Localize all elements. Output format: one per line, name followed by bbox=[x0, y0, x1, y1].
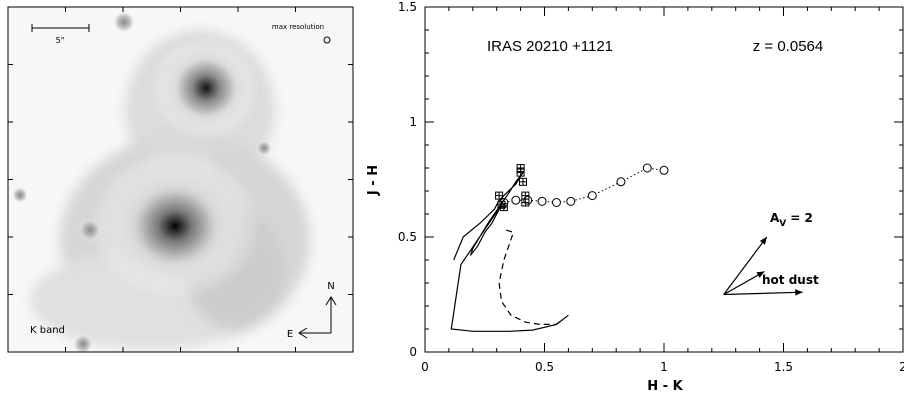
band-label: K band bbox=[30, 325, 65, 336]
model-track-solid bbox=[450, 172, 569, 332]
x-axis-label: H - K bbox=[647, 379, 683, 394]
color-color-chart: 0 0.5 1 1.5 2 0 0.5 1 1.5 IRAS 20210 +1121 z = 0… bbox=[366, 0, 904, 394]
field-source-west bbox=[12, 187, 28, 203]
x-tick-label: 0 bbox=[421, 360, 429, 374]
image-frame-ticks bbox=[7, 6, 354, 353]
tick-labels: 0 0.5 1 1.5 2 0 0.5 1 1.5 bbox=[398, 0, 904, 374]
vector-label-hot-dust: hot dust bbox=[762, 273, 819, 287]
scale-bar: 5" bbox=[31, 24, 90, 45]
southern-nucleus bbox=[127, 182, 223, 270]
field-source-east bbox=[256, 140, 272, 156]
y-tick-label: 1 bbox=[409, 115, 417, 129]
y-tick-label: 0 bbox=[409, 345, 417, 359]
data-point-circle bbox=[511, 195, 521, 205]
vector-arrowhead bbox=[795, 289, 803, 296]
x-tick-label: 1.5 bbox=[774, 360, 793, 374]
axis-ticks bbox=[424, 6, 904, 353]
data-point-circle bbox=[616, 177, 626, 187]
data-point-circle bbox=[537, 196, 547, 206]
reddening-vectors bbox=[723, 236, 803, 296]
field-source-north bbox=[113, 11, 135, 33]
data-point-circle bbox=[642, 163, 652, 173]
redshift-annotation: z = 0.0564 bbox=[753, 38, 823, 55]
vector-arrowhead bbox=[759, 237, 767, 245]
x-tick-label: 0.5 bbox=[535, 360, 554, 374]
data-point-circle bbox=[566, 196, 576, 206]
k-band-image-panel: 5" max resolution K band N E bbox=[7, 6, 354, 353]
galaxy-emission bbox=[12, 11, 310, 352]
model-track-dotted bbox=[503, 167, 665, 204]
y-tick-label: 0.5 bbox=[398, 230, 417, 244]
vector-arrow bbox=[723, 270, 765, 296]
vector-arrowhead bbox=[756, 271, 765, 278]
data-point-circle bbox=[551, 198, 561, 207]
resolution-circle-icon bbox=[323, 36, 331, 44]
data-point-circle bbox=[659, 165, 669, 175]
vector-label-av: AV = 2 bbox=[770, 211, 813, 229]
chart-title: IRAS 20210 +1121 bbox=[487, 38, 613, 55]
compass-north-label: N bbox=[327, 281, 334, 292]
field-source-south bbox=[73, 334, 93, 352]
northern-nucleus bbox=[172, 55, 240, 121]
vector-arrow bbox=[723, 291, 803, 296]
companion-source bbox=[78, 218, 102, 242]
x-tick-label: 1 bbox=[660, 360, 668, 374]
y-axis-label: J - H bbox=[366, 165, 381, 196]
compass-east-label: E bbox=[287, 329, 293, 340]
y-tick-label: 1.5 bbox=[398, 0, 417, 14]
plot-frame bbox=[424, 6, 904, 353]
vector-arrow bbox=[723, 236, 768, 295]
compass-icon bbox=[298, 296, 337, 339]
max-resolution-label: max resolution bbox=[272, 23, 324, 31]
scale-bar-label: 5" bbox=[56, 36, 65, 45]
data-series bbox=[450, 163, 669, 332]
x-tick-label: 2 bbox=[899, 360, 904, 374]
data-point-circle bbox=[587, 191, 597, 201]
model-track-dashed bbox=[498, 229, 562, 325]
